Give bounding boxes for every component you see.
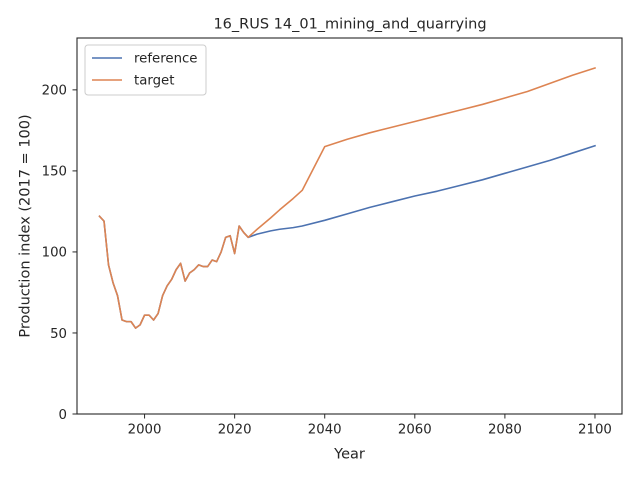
y-tick-label: 200 (42, 84, 67, 99)
y-tick-label: 0 (59, 408, 67, 423)
series-lines (98, 66, 596, 329)
y-tick-label: 50 (50, 327, 67, 342)
x-axis-ticks: 2000 2020 2040 2060 2080 2100 (128, 414, 612, 438)
x-tick-label: 2000 (128, 423, 162, 438)
x-tick-label: 2100 (578, 423, 612, 438)
x-tick-label: 2080 (488, 423, 522, 438)
x-axis-label: Year (333, 447, 365, 463)
plot-frame (76, 37, 623, 415)
y-axis-label: Production index (2017 = 100) (18, 114, 34, 337)
x-tick-label: 2020 (218, 423, 252, 438)
series-line-target (98, 66, 596, 329)
y-tick-label: 100 (42, 246, 67, 261)
x-tick-label: 2040 (308, 423, 342, 438)
legend: reference target (84, 44, 207, 96)
y-axis-ticks: 0 50 100 150 200 (42, 84, 77, 423)
y-tick-label: 150 (42, 165, 67, 180)
x-tick-label: 2060 (398, 423, 432, 438)
legend-label-reference: reference (134, 52, 198, 67)
chart-title: 16_RUS 14_01_mining_and_quarrying (213, 17, 486, 33)
legend-label-target: target (134, 74, 174, 89)
